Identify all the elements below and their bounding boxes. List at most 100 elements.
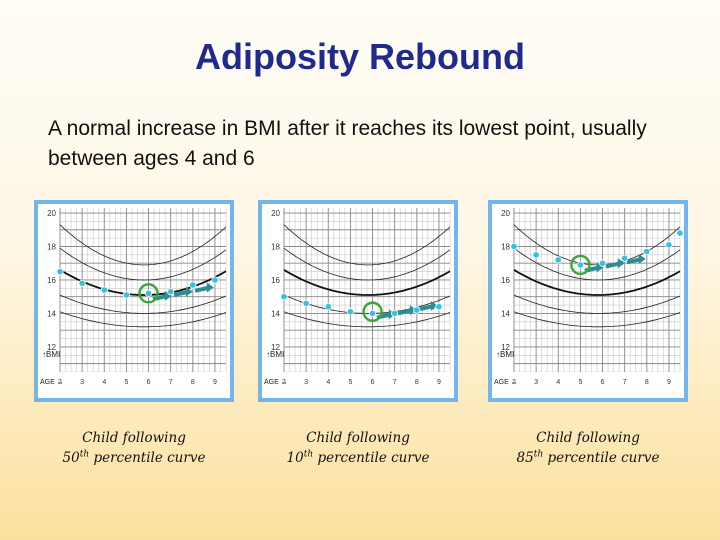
bmi-data-point — [598, 259, 607, 267]
x-tick-label: 8 — [645, 379, 649, 386]
percentile-reference-curve — [59, 247, 227, 281]
percentile-reference-curve — [283, 311, 451, 328]
caption-85th-ordinal: 85 — [516, 450, 534, 466]
y-tick-label: 12 — [47, 343, 56, 352]
percentile-reference-curve — [283, 224, 451, 266]
bmi-chart-svg-50th: 12 14 16 18 20 ↑BMI 2 3 4 5 6 7 8 9 AGE → — [38, 204, 230, 398]
bmi-data-point — [391, 309, 399, 318]
x-tick-label: 8 — [415, 379, 419, 386]
rebound-arrowhead — [206, 282, 214, 293]
bmi-data-point — [167, 288, 175, 296]
x-axis-label: AGE → — [264, 379, 288, 386]
y-tick-label: 20 — [271, 209, 280, 218]
caption-85th-line2: 85th percentile curve — [488, 448, 688, 468]
bmi-data-point — [510, 242, 518, 251]
bmi-data-point — [144, 289, 153, 297]
x-tick-label: 9 — [213, 379, 217, 386]
percentile-reference-curve — [59, 294, 227, 314]
x-tick-label: 4 — [102, 379, 106, 386]
bmi-chart-svg-10th: 12 14 16 18 20 ↑BMI 2 3 4 5 6 7 8 9 AGE → — [262, 204, 454, 398]
y-tick-label: 20 — [47, 209, 56, 218]
rebound-arrowhead — [617, 258, 625, 269]
caption-10th-rest: percentile curve — [313, 450, 430, 466]
y-axis-label: ↑BMI — [266, 350, 284, 359]
bmi-data-point — [122, 291, 131, 299]
caption-10th-line1: Child following — [306, 430, 410, 446]
y-axis-label: ↑BMI — [42, 350, 60, 359]
caption-10th-ordinal: 10 — [286, 450, 304, 466]
caption-85th-line1: Child following — [536, 430, 640, 446]
y-tick-label: 18 — [47, 242, 56, 251]
bmi-data-point — [280, 293, 288, 301]
percentile-reference-curve — [283, 269, 451, 296]
percentile-reference-curve — [59, 311, 227, 328]
x-axis-background — [262, 372, 454, 398]
chart-10th-percentile: 12 14 16 18 20 ↑BMI 2 3 4 5 6 7 8 9 AGE → — [258, 200, 458, 402]
x-tick-label: 7 — [169, 379, 173, 386]
y-tick-label: 14 — [47, 309, 56, 318]
x-tick-label: 9 — [437, 379, 441, 386]
caption-50th-line1: Child following — [82, 430, 186, 446]
x-tick-label: 2 — [282, 379, 286, 386]
rebound-arrowhead — [430, 300, 438, 311]
bmi-data-point — [78, 279, 86, 287]
x-tick-label: 7 — [623, 379, 627, 386]
x-tick-label: 5 — [578, 379, 582, 386]
lowest-point-highlight — [570, 254, 591, 276]
bmi-chart-svg-85th: 12 14 16 18 20 ↑BMI 2 3 4 5 6 7 8 9 AGE → — [492, 204, 684, 398]
caption-85th-rest: percentile curve — [543, 450, 660, 466]
percentile-reference-curve — [513, 247, 681, 281]
caption-50th-ordinal: 50 — [62, 450, 80, 466]
x-tick-label: 6 — [147, 379, 151, 386]
y-tick-label: 16 — [47, 276, 56, 285]
x-axis-label: AGE → — [40, 379, 64, 386]
caption-10th-suffix: th — [303, 449, 314, 460]
bmi-data-point — [324, 303, 332, 311]
x-axis-background — [492, 372, 684, 398]
percentile-reference-curve — [59, 224, 227, 266]
caption-50th-rest: percentile curve — [89, 450, 206, 466]
bmi-data-point — [56, 267, 64, 276]
x-tick-label: 3 — [304, 379, 308, 386]
x-tick-label: 5 — [348, 379, 352, 386]
bmi-data-point — [576, 261, 585, 269]
x-tick-label: 6 — [371, 379, 375, 386]
bmi-data-point — [302, 299, 310, 307]
caption-50th: Child following 50th percentile curve — [34, 428, 234, 468]
bmi-data-point — [435, 303, 443, 311]
x-tick-label: 8 — [191, 379, 195, 386]
y-tick-label: 14 — [501, 309, 510, 318]
chart-50th-percentile: 12 14 16 18 20 ↑BMI 2 3 4 5 6 7 8 9 AGE → — [34, 200, 234, 402]
caption-85th: Child following 85th percentile curve — [488, 428, 688, 468]
y-axis-background — [262, 204, 282, 372]
bmi-data-point — [413, 306, 421, 314]
bmi-data-point — [643, 247, 651, 256]
y-tick-label: 20 — [501, 209, 510, 218]
bmi-data-point — [676, 229, 684, 237]
bmi-data-point — [621, 254, 629, 262]
y-axis-label: ↑BMI — [496, 350, 514, 359]
slide-title: Adiposity Rebound — [195, 36, 525, 77]
caption-10th-line2: 10th percentile curve — [258, 448, 458, 468]
bmi-data-point — [532, 251, 540, 259]
y-tick-label: 14 — [271, 309, 280, 318]
lowest-point-highlight — [138, 283, 159, 304]
x-tick-label: 4 — [326, 379, 330, 386]
y-tick-label: 12 — [271, 343, 280, 352]
percentile-reference-curve — [283, 294, 451, 314]
percentile-reference-curve — [513, 294, 681, 314]
percentile-reference-curve — [513, 269, 681, 296]
caption-50th-suffix: th — [79, 449, 90, 460]
caption-50th-line2: 50th percentile curve — [34, 448, 234, 468]
lowest-point-highlight — [362, 301, 383, 322]
x-tick-label: 5 — [124, 379, 128, 386]
bmi-data-point — [665, 241, 673, 249]
bmi-data-point — [211, 276, 219, 284]
y-tick-label: 18 — [501, 242, 510, 251]
y-tick-label: 12 — [501, 343, 510, 352]
rebound-arrowhead — [185, 286, 193, 297]
percentile-reference-curve — [283, 247, 451, 281]
chart-85th-percentile: 12 14 16 18 20 ↑BMI 2 3 4 5 6 7 8 9 AGE → — [488, 200, 688, 402]
bmi-data-point — [100, 286, 108, 294]
caption-10th: Child following 10th percentile curve — [258, 428, 458, 468]
